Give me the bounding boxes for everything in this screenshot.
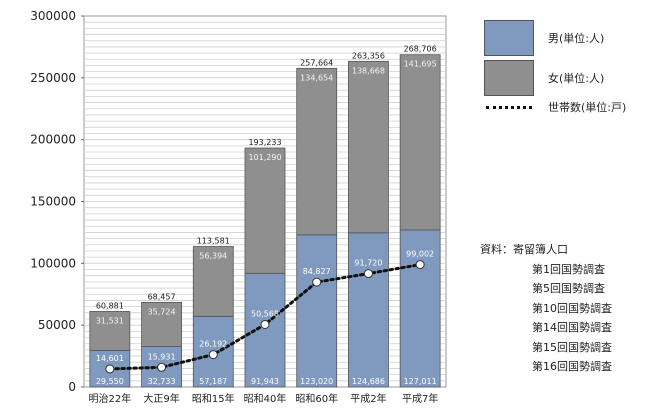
source-heading: 資料：寄留簿人口 bbox=[480, 243, 568, 256]
source-item: 第1回国勢調査 bbox=[532, 262, 605, 276]
data-label-households: 91,720 bbox=[354, 259, 382, 268]
data-label-male: 57,187 bbox=[199, 377, 227, 386]
bar-male bbox=[348, 232, 389, 388]
data-label-male: 29,550 bbox=[96, 377, 124, 386]
bar-female bbox=[296, 67, 338, 236]
point-households bbox=[105, 364, 115, 374]
y-tick-label: 100000 bbox=[30, 256, 76, 270]
source-item: 第16回国勢調査 bbox=[532, 360, 612, 373]
point-households bbox=[312, 277, 322, 287]
source-notes: 資料：寄留簿人口 第1回国勢調査 第5回国勢調査 第10回国勢調査 第14回国勢… bbox=[480, 240, 612, 377]
source-item: 第5回国勢調査 bbox=[532, 282, 605, 295]
data-label-total: 68,457 bbox=[148, 292, 176, 301]
x-tick-label: 昭和15年 bbox=[192, 392, 235, 405]
source-item: 第10回国勢調査 bbox=[532, 301, 612, 315]
bar-female bbox=[244, 147, 286, 274]
data-label-total: 257,664 bbox=[300, 58, 333, 67]
data-label-households: 50,568 bbox=[251, 309, 279, 318]
x-tick-label: 大正9年 bbox=[143, 392, 179, 405]
point-households bbox=[415, 260, 425, 270]
bar-female bbox=[192, 246, 234, 317]
data-label-households: 99,002 bbox=[406, 250, 434, 259]
data-label-total: 60,881 bbox=[96, 301, 124, 310]
data-label-male: 32,733 bbox=[148, 377, 176, 386]
data-label-total: 268,706 bbox=[404, 45, 437, 54]
data-label-households: 84,827 bbox=[303, 267, 331, 276]
y-tick-label: 200000 bbox=[30, 133, 76, 147]
bar-male bbox=[296, 234, 338, 388]
data-label-female: 138,668 bbox=[352, 66, 385, 75]
x-tick-label: 昭和40年 bbox=[244, 392, 287, 405]
data-label-households: 14,601 bbox=[96, 354, 124, 363]
data-label-female: 56,394 bbox=[199, 252, 227, 261]
data-label-male: 127,011 bbox=[404, 377, 437, 386]
data-label-households: 15,931 bbox=[148, 352, 176, 361]
data-label-female: 134,654 bbox=[300, 73, 333, 82]
bar-female bbox=[348, 60, 389, 234]
y-tick-label: 300000 bbox=[30, 9, 76, 23]
data-label-total: 263,356 bbox=[352, 51, 385, 60]
point-households bbox=[260, 319, 270, 329]
data-label-households: 26,192 bbox=[199, 340, 227, 349]
data-label-female: 141,695 bbox=[404, 60, 437, 69]
data-label-male: 91,943 bbox=[251, 377, 279, 386]
legend-item-households: 世帯数(単位:戸) bbox=[484, 100, 644, 120]
x-tick-label: 昭和60年 bbox=[295, 392, 338, 405]
data-label-total: 113,581 bbox=[197, 237, 230, 246]
data-label-female: 35,724 bbox=[148, 307, 176, 316]
y-tick-label: 150000 bbox=[30, 195, 76, 209]
data-label-female: 101,290 bbox=[248, 153, 281, 162]
legend-swatch-male bbox=[484, 20, 534, 56]
x-tick-label: 明治22年 bbox=[88, 392, 131, 405]
x-tick-label: 平成7年 bbox=[402, 392, 438, 405]
bar-female bbox=[89, 311, 131, 351]
bar-male bbox=[244, 272, 286, 388]
source-item: 第15回国勢調査 bbox=[532, 340, 612, 354]
x-tick-label: 平成2年 bbox=[350, 392, 386, 405]
point-households bbox=[363, 269, 373, 279]
y-tick-label: 250000 bbox=[30, 71, 76, 85]
data-label-male: 124,686 bbox=[352, 377, 385, 386]
bar-female bbox=[399, 54, 441, 231]
legend-line-households bbox=[486, 106, 532, 109]
data-label-total: 193,233 bbox=[248, 138, 281, 147]
source-item: 第14回国勢調査 bbox=[532, 321, 612, 334]
point-households bbox=[157, 362, 167, 372]
bar-female bbox=[141, 301, 182, 347]
legend-label-male: 男(単位:人) bbox=[548, 32, 605, 45]
y-tick-label: 0 bbox=[68, 380, 76, 394]
legend: 男(単位:人) 女(単位:人) 世帯数(単位:戸) bbox=[484, 20, 644, 124]
legend-label-female: 女(単位:人) bbox=[548, 72, 605, 85]
data-label-male: 123,020 bbox=[300, 377, 333, 386]
legend-swatch-female bbox=[484, 60, 534, 96]
y-tick-label: 50000 bbox=[38, 318, 76, 332]
legend-item-female: 女(単位:人) bbox=[484, 60, 644, 96]
point-households bbox=[208, 350, 218, 360]
legend-item-male: 男(単位:人) bbox=[484, 20, 644, 56]
data-label-female: 31,531 bbox=[96, 316, 124, 325]
legend-label-households: 世帯数(単位:戸) bbox=[548, 101, 627, 114]
bar-male bbox=[399, 229, 441, 388]
